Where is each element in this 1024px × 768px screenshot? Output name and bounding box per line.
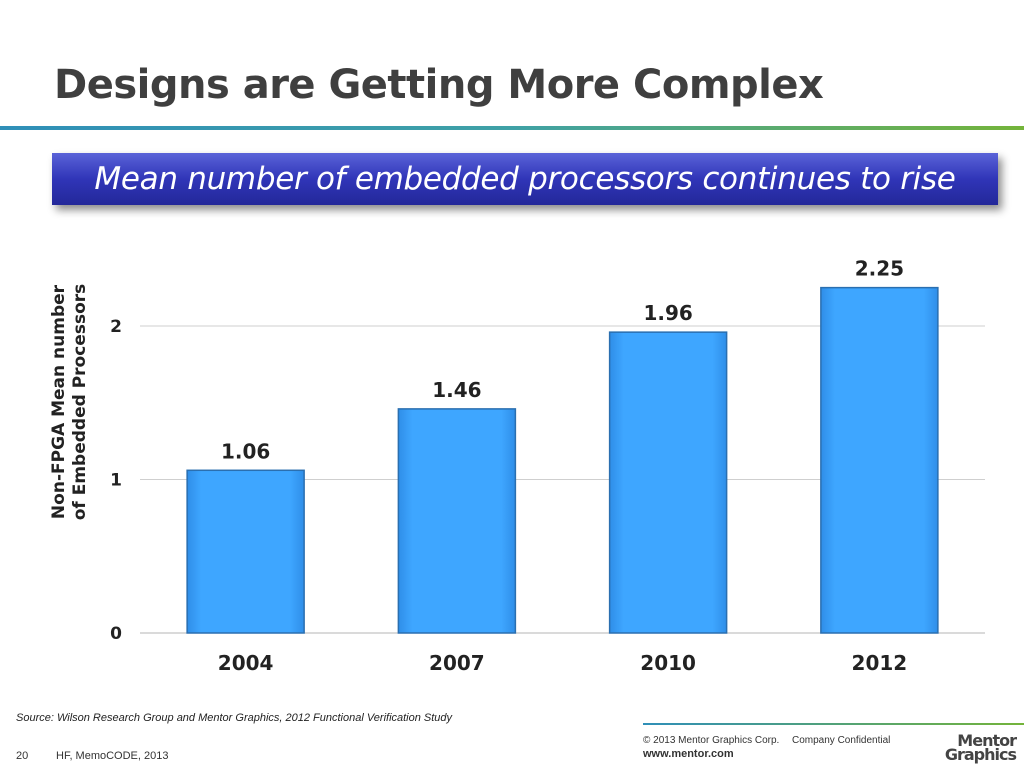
y-tick-label: 1: [110, 471, 122, 491]
y-tick-label: 2: [110, 317, 122, 337]
labels: 0 1 2 1.06 2004 1.46 2007 1.96 2010 2.25 2012: [110, 257, 907, 675]
website-link[interactable]: www.mentor.com: [643, 748, 734, 760]
data-label: 1.06: [221, 439, 270, 463]
confidential-text: Company Confidential: [792, 735, 891, 746]
bar-chart: 0 1 2 1.06 2004 1.46 2007 1.96 2010 2.25 2012: [110, 257, 985, 675]
subtitle-text: Mean number of embedded processors conti…: [94, 161, 956, 197]
data-label: 1.46: [432, 378, 481, 402]
x-tick-label: 2010: [640, 651, 696, 675]
title-divider: [0, 126, 1024, 130]
bar-2012: [820, 286, 939, 634]
copyright-text: © 2013 Mentor Graphics Corp.: [643, 735, 780, 746]
y-tick-label: 0: [110, 624, 122, 644]
data-label: 2.25: [855, 257, 904, 281]
source-note: Source: Wilson Research Group and Mentor…: [16, 712, 453, 724]
mentor-graphics-logo: Mentor Graphics: [916, 731, 1017, 764]
x-tick-label: 2012: [852, 651, 908, 675]
logo-line-1: Mentor: [957, 731, 1017, 750]
page-number: 20: [16, 750, 29, 762]
bar-2007: [397, 408, 517, 634]
footer-divider: [643, 723, 1024, 725]
bar-2004: [186, 469, 305, 634]
data-label: 1.96: [643, 301, 692, 325]
logo-line-2: Graphics: [944, 745, 1017, 764]
bar-2010: [608, 331, 728, 634]
subtitle-banner: Mean number of embedded processors conti…: [52, 153, 998, 205]
bars: [186, 286, 939, 634]
slide-title: Designs are Getting More Complex: [54, 62, 824, 108]
x-tick-label: 2007: [429, 651, 485, 675]
event-name: HF, MemoCODE, 2013: [56, 750, 169, 762]
x-tick-label: 2004: [218, 651, 274, 675]
